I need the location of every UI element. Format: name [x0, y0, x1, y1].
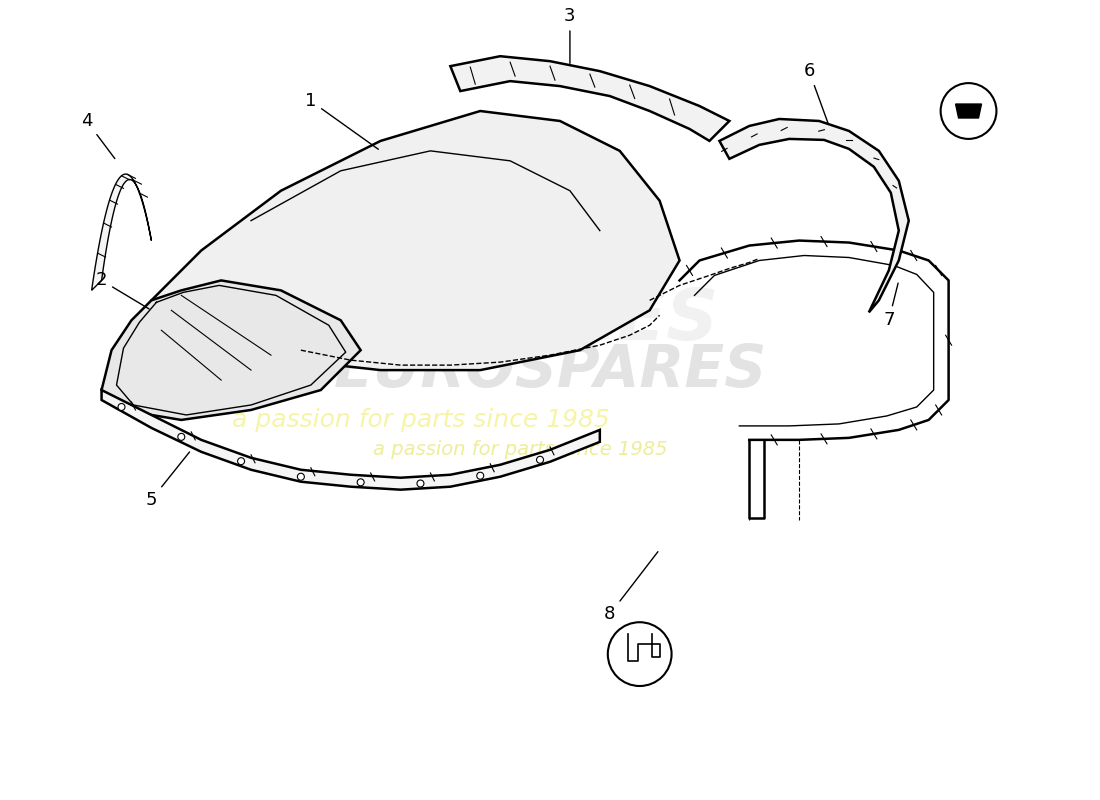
- Polygon shape: [101, 390, 600, 490]
- Circle shape: [940, 83, 997, 139]
- Circle shape: [297, 474, 305, 480]
- Circle shape: [118, 403, 125, 410]
- Text: a passion for parts since 1985: a passion for parts since 1985: [232, 408, 609, 432]
- Circle shape: [178, 434, 185, 440]
- Text: 6: 6: [803, 62, 828, 123]
- Polygon shape: [450, 56, 729, 141]
- Text: 5: 5: [145, 452, 189, 509]
- Polygon shape: [956, 104, 981, 118]
- Circle shape: [358, 479, 364, 486]
- Circle shape: [476, 472, 484, 479]
- Polygon shape: [719, 119, 909, 312]
- Text: EUROSPARES: EUROSPARES: [183, 286, 718, 354]
- Text: 8: 8: [604, 552, 658, 623]
- Polygon shape: [101, 281, 361, 420]
- Text: 7: 7: [883, 283, 898, 330]
- Circle shape: [608, 622, 672, 686]
- Circle shape: [537, 456, 543, 463]
- Text: a passion for parts since 1985: a passion for parts since 1985: [373, 440, 668, 459]
- Text: 2: 2: [96, 271, 148, 309]
- Polygon shape: [91, 174, 152, 290]
- Circle shape: [238, 458, 244, 465]
- Text: 3: 3: [564, 7, 575, 63]
- Polygon shape: [152, 111, 680, 370]
- Text: 4: 4: [81, 112, 114, 158]
- Text: 1: 1: [305, 92, 378, 150]
- Circle shape: [417, 480, 424, 487]
- Text: EUROSPARES: EUROSPARES: [333, 342, 767, 398]
